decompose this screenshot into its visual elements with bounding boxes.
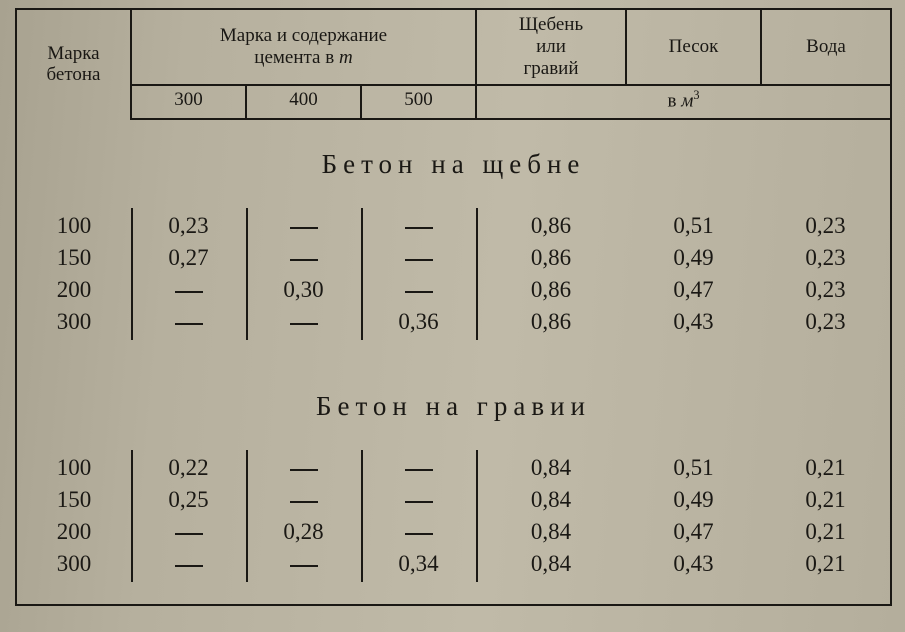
s1r2-c400 — [246, 242, 361, 274]
s2r1-c300: 0,22 — [131, 452, 246, 484]
s1r1-sand: 0,51 — [626, 210, 761, 242]
hdr-cement-unit: т — [339, 47, 353, 68]
s2r3-gravel: 0,84 — [476, 516, 626, 548]
hdr-concrete-grade-text: Маркабетона — [46, 43, 100, 86]
s2r3-water: 0,21 — [761, 516, 891, 548]
dash-icon — [290, 469, 318, 471]
s1r3-c400: 0,30 — [246, 274, 361, 306]
hdr-water-text: Вода — [806, 36, 846, 57]
hdr-cement-text: Марка и содержаниецемента в — [220, 25, 387, 68]
s2r1-gravel: 0,84 — [476, 452, 626, 484]
s2r3-c500 — [361, 516, 476, 548]
s2r2-c400 — [246, 484, 361, 516]
hdr-cement-500: 500 — [361, 85, 476, 119]
dash-icon — [175, 291, 203, 293]
hdr-concrete-grade: Маркабетона — [16, 9, 131, 119]
s2r2-sand: 0,49 — [626, 484, 761, 516]
hdr-cement: Марка и содержаниецемента в т — [131, 9, 476, 85]
s1r4-sand: 0,43 — [626, 306, 761, 338]
dash-icon — [175, 533, 203, 535]
s2r4-c300 — [131, 548, 246, 580]
s1r4-c300 — [131, 306, 246, 338]
hdr-volume-exp: 3 — [693, 88, 699, 102]
s1r2-gravel: 0,86 — [476, 242, 626, 274]
s2r1-c500 — [361, 452, 476, 484]
s1r2-c500 — [361, 242, 476, 274]
dash-icon — [405, 291, 433, 293]
hdr-cement-300: 300 — [131, 85, 246, 119]
dash-icon — [175, 323, 203, 325]
s2r4-gravel: 0,84 — [476, 548, 626, 580]
hdr-cement-400: 400 — [246, 85, 361, 119]
dash-icon — [175, 565, 203, 567]
s1r4-water: 0,23 — [761, 306, 891, 338]
s1r2-water: 0,23 — [761, 242, 891, 274]
s1r3-grade: 200 — [16, 274, 131, 306]
s2r2-c500 — [361, 484, 476, 516]
s2r4-grade: 300 — [16, 548, 131, 580]
s1r3-water: 0,23 — [761, 274, 891, 306]
dash-icon — [405, 259, 433, 261]
s1r1-water: 0,23 — [761, 210, 891, 242]
s1r4-c400 — [246, 306, 361, 338]
section-title-2: Бетон на гравии — [16, 362, 891, 452]
s2r4-water: 0,21 — [761, 548, 891, 580]
hdr-water: Вода — [761, 9, 891, 85]
s1r1-gravel: 0,86 — [476, 210, 626, 242]
s2r1-sand: 0,51 — [626, 452, 761, 484]
hdr-sand-text: Песок — [669, 36, 719, 57]
s2r2-c300: 0,25 — [131, 484, 246, 516]
page: Маркабетона Марка и содержаниецемента в … — [0, 0, 905, 632]
dash-icon — [290, 501, 318, 503]
hdr-volume-prefix: в — [667, 90, 681, 111]
hdr-volume-unit: в м3 — [476, 85, 891, 119]
s1r1-c300: 0,23 — [131, 210, 246, 242]
s1r2-c300: 0,27 — [131, 242, 246, 274]
s2r3-c300 — [131, 516, 246, 548]
s2r1-c400 — [246, 452, 361, 484]
dash-icon — [290, 227, 318, 229]
dash-icon — [290, 565, 318, 567]
s1r3-c500 — [361, 274, 476, 306]
s1r3-c300 — [131, 274, 246, 306]
s2r1-grade: 100 — [16, 452, 131, 484]
s2r2-grade: 150 — [16, 484, 131, 516]
s1r4-gravel: 0,86 — [476, 306, 626, 338]
s2r3-grade: 200 — [16, 516, 131, 548]
s1r4-c500: 0,36 — [361, 306, 476, 338]
dash-icon — [405, 533, 433, 535]
s2r3-c400: 0,28 — [246, 516, 361, 548]
dash-icon — [290, 323, 318, 325]
s1r2-sand: 0,49 — [626, 242, 761, 274]
s1r2-grade: 150 — [16, 242, 131, 274]
s2r4-c400 — [246, 548, 361, 580]
dash-icon — [290, 259, 318, 261]
hdr-volume-m: м — [681, 90, 693, 111]
s2r3-sand: 0,47 — [626, 516, 761, 548]
s2r4-sand: 0,43 — [626, 548, 761, 580]
s2r2-gravel: 0,84 — [476, 484, 626, 516]
s2r4-c500: 0,34 — [361, 548, 476, 580]
hdr-gravel-text: Щебеньилигравий — [519, 14, 583, 79]
s1r4-grade: 300 — [16, 306, 131, 338]
s1r3-gravel: 0,86 — [476, 274, 626, 306]
s1r3-sand: 0,47 — [626, 274, 761, 306]
dash-icon — [405, 469, 433, 471]
s1r1-c400 — [246, 210, 361, 242]
s2r1-water: 0,21 — [761, 452, 891, 484]
concrete-table: Маркабетона Марка и содержаниецемента в … — [15, 8, 892, 606]
s1r1-c500 — [361, 210, 476, 242]
hdr-sand: Песок — [626, 9, 761, 85]
dash-icon — [405, 501, 433, 503]
s1r1-grade: 100 — [16, 210, 131, 242]
hdr-gravel: Щебеньилигравий — [476, 9, 626, 85]
dash-icon — [405, 227, 433, 229]
s2r2-water: 0,21 — [761, 484, 891, 516]
section-title-1: Бетон на щебне — [16, 119, 891, 210]
